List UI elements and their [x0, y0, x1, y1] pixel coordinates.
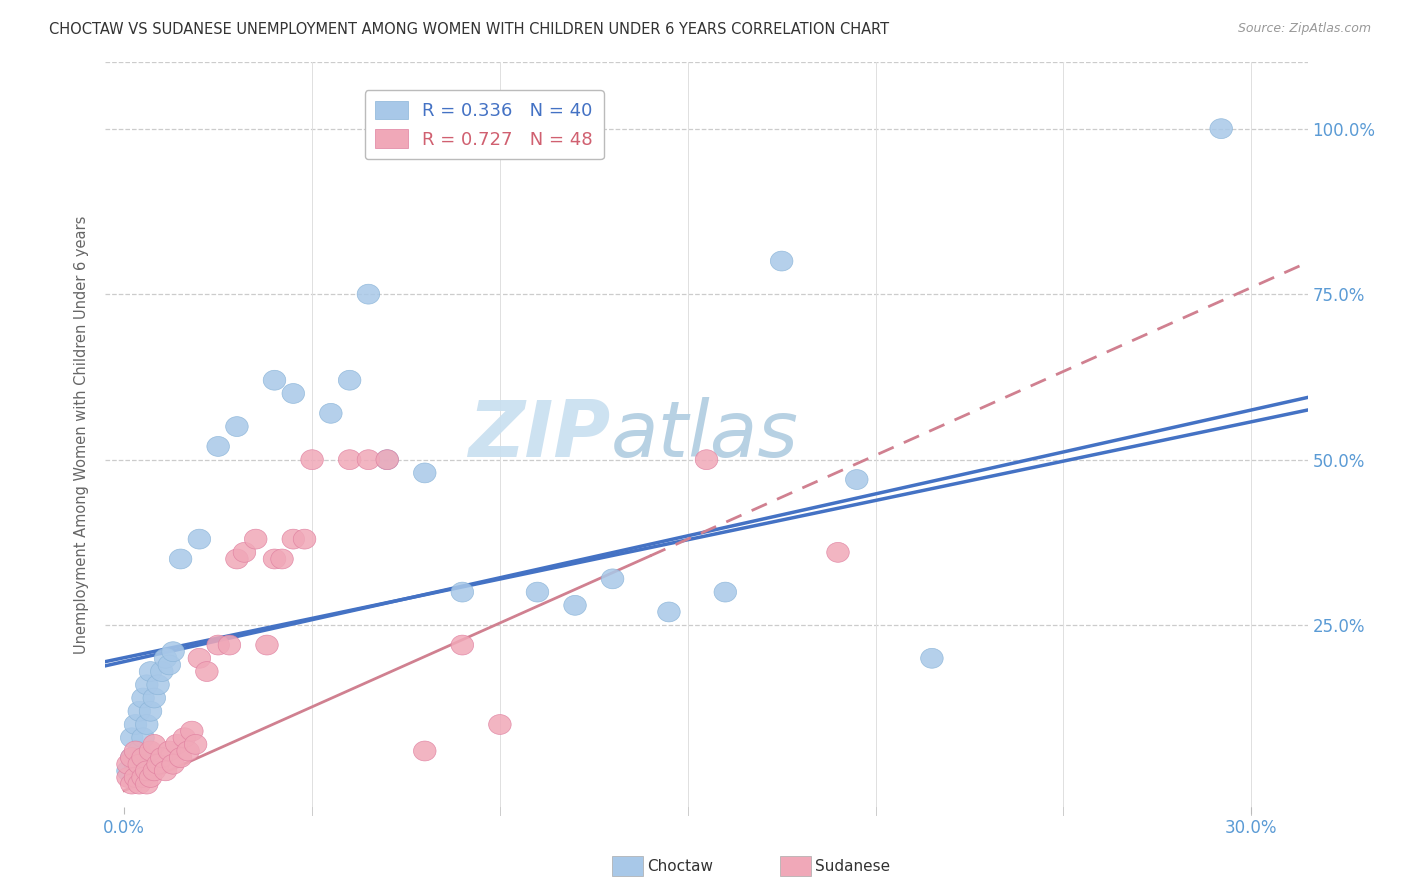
Ellipse shape [124, 755, 146, 774]
Ellipse shape [132, 688, 155, 708]
Ellipse shape [162, 641, 184, 662]
Ellipse shape [195, 662, 218, 681]
Ellipse shape [357, 285, 380, 304]
Ellipse shape [658, 602, 681, 622]
Ellipse shape [117, 755, 139, 774]
Text: Source: ZipAtlas.com: Source: ZipAtlas.com [1237, 22, 1371, 36]
Ellipse shape [218, 635, 240, 655]
Ellipse shape [375, 450, 398, 469]
Ellipse shape [225, 417, 249, 436]
Ellipse shape [146, 755, 169, 774]
Ellipse shape [188, 648, 211, 668]
Ellipse shape [564, 595, 586, 615]
Ellipse shape [157, 741, 180, 761]
Ellipse shape [770, 252, 793, 271]
Ellipse shape [150, 662, 173, 681]
Ellipse shape [451, 635, 474, 655]
Text: ZIP: ZIP [468, 397, 610, 473]
Ellipse shape [121, 774, 143, 794]
Ellipse shape [139, 741, 162, 761]
Ellipse shape [1211, 119, 1233, 138]
Ellipse shape [184, 734, 207, 755]
Ellipse shape [124, 767, 146, 788]
Ellipse shape [121, 747, 143, 767]
Text: Sudanese: Sudanese [815, 859, 890, 873]
Ellipse shape [245, 529, 267, 549]
Ellipse shape [283, 529, 305, 549]
Ellipse shape [150, 747, 173, 767]
Ellipse shape [121, 728, 143, 747]
Ellipse shape [173, 728, 195, 747]
Ellipse shape [169, 747, 191, 767]
Text: CHOCTAW VS SUDANESE UNEMPLOYMENT AMONG WOMEN WITH CHILDREN UNDER 6 YEARS CORRELA: CHOCTAW VS SUDANESE UNEMPLOYMENT AMONG W… [49, 22, 890, 37]
Ellipse shape [135, 714, 157, 734]
Legend: R = 0.336   N = 40, R = 0.727   N = 48: R = 0.336 N = 40, R = 0.727 N = 48 [364, 90, 603, 160]
Ellipse shape [155, 761, 177, 780]
Ellipse shape [121, 747, 143, 767]
Ellipse shape [413, 741, 436, 761]
Ellipse shape [128, 741, 150, 761]
Ellipse shape [263, 549, 285, 569]
Ellipse shape [207, 436, 229, 457]
Ellipse shape [827, 542, 849, 562]
Ellipse shape [283, 384, 305, 403]
Ellipse shape [188, 529, 211, 549]
Ellipse shape [339, 450, 361, 469]
Ellipse shape [132, 747, 155, 767]
Ellipse shape [263, 370, 285, 390]
Ellipse shape [319, 403, 342, 424]
Ellipse shape [143, 688, 166, 708]
Ellipse shape [135, 675, 157, 695]
Ellipse shape [294, 529, 316, 549]
Ellipse shape [921, 648, 943, 668]
Ellipse shape [124, 741, 146, 761]
Ellipse shape [117, 761, 139, 780]
Ellipse shape [177, 741, 200, 761]
Ellipse shape [128, 755, 150, 774]
Text: Choctaw: Choctaw [647, 859, 713, 873]
Ellipse shape [139, 701, 162, 722]
Ellipse shape [162, 755, 184, 774]
Ellipse shape [139, 662, 162, 681]
Ellipse shape [128, 701, 150, 722]
Ellipse shape [166, 734, 188, 755]
Ellipse shape [375, 450, 398, 469]
Ellipse shape [139, 767, 162, 788]
Text: atlas: atlas [610, 397, 799, 473]
Ellipse shape [135, 761, 157, 780]
Ellipse shape [180, 722, 202, 741]
Ellipse shape [413, 463, 436, 483]
Ellipse shape [157, 655, 180, 675]
Ellipse shape [207, 635, 229, 655]
Ellipse shape [124, 714, 146, 734]
Ellipse shape [143, 734, 166, 755]
Ellipse shape [301, 450, 323, 469]
Ellipse shape [339, 370, 361, 390]
Ellipse shape [451, 582, 474, 602]
Ellipse shape [135, 774, 157, 794]
Ellipse shape [132, 728, 155, 747]
Ellipse shape [143, 761, 166, 780]
Ellipse shape [117, 767, 139, 788]
Ellipse shape [155, 648, 177, 668]
Ellipse shape [225, 549, 249, 569]
Ellipse shape [526, 582, 548, 602]
Ellipse shape [845, 469, 868, 490]
Y-axis label: Unemployment Among Women with Children Under 6 years: Unemployment Among Women with Children U… [75, 216, 90, 654]
Ellipse shape [602, 569, 624, 589]
Ellipse shape [169, 549, 191, 569]
Ellipse shape [357, 450, 380, 469]
Ellipse shape [233, 542, 256, 562]
Ellipse shape [128, 774, 150, 794]
Ellipse shape [271, 549, 294, 569]
Ellipse shape [695, 450, 718, 469]
Ellipse shape [489, 714, 512, 734]
Ellipse shape [146, 675, 169, 695]
Ellipse shape [132, 767, 155, 788]
Ellipse shape [714, 582, 737, 602]
Ellipse shape [256, 635, 278, 655]
